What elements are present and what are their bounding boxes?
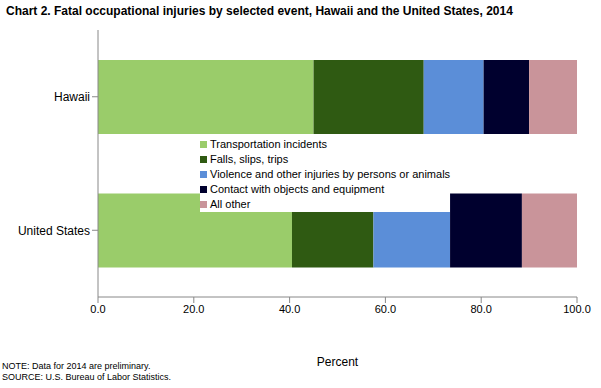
html-text:Falls, slips, trips: Falls, slips, trips (210, 153, 289, 165)
svg-text:Hawaii: Hawaii (54, 90, 90, 104)
html-text:Transportation incidents: Transportation incidents (210, 138, 327, 150)
svg-text:United States: United States (18, 224, 90, 238)
html-text:Chart 2. Fatal occupational in: Chart 2. Fatal occupational injuries by … (6, 4, 513, 18)
svg-text:80.0: 80.0 (470, 303, 491, 315)
svg-text:40.0: 40.0 (279, 303, 300, 315)
html-text:NOTE: Data for 2014 are prelim: NOTE: Data for 2014 are preliminary. (2, 361, 151, 371)
html-text:Contact with objects and equip: Contact with objects and equipment (210, 183, 385, 195)
html-text:All other: All other (210, 198, 251, 210)
svg-text:20.0: 20.0 (183, 303, 204, 315)
svg-text:100.0: 100.0 (563, 303, 591, 315)
html-text:Violence and other injuries by: Violence and other injuries by persons o… (210, 168, 451, 180)
html-text:SOURCE: U.S. Bureau of Labor S: SOURCE: U.S. Bureau of Labor Statistics. (2, 372, 172, 382)
svg-text:60.0: 60.0 (375, 303, 396, 315)
svg-text:0.0: 0.0 (90, 303, 105, 315)
svg-text:Percent: Percent (317, 355, 359, 369)
